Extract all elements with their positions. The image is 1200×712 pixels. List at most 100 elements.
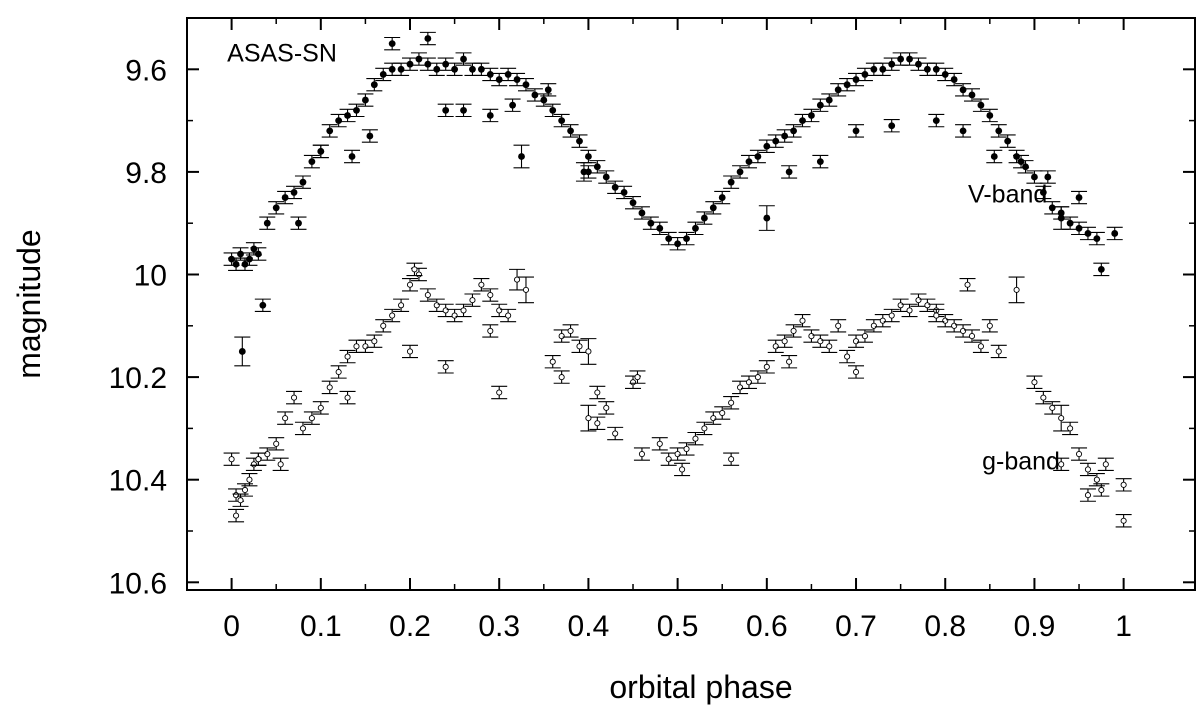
g-band-point xyxy=(679,466,686,473)
v-band-point xyxy=(366,132,374,140)
g-band-point xyxy=(897,302,904,309)
v-band-point xyxy=(549,106,557,114)
v-band-point xyxy=(785,168,793,176)
g-band-point xyxy=(835,322,842,329)
v-band-point xyxy=(531,91,539,99)
v-band-point xyxy=(362,96,369,104)
g-band-point xyxy=(772,343,779,350)
v-band-point xyxy=(424,35,432,42)
v-band-point xyxy=(897,55,905,63)
v-band-point xyxy=(442,60,450,68)
v-band-point xyxy=(353,106,360,114)
x-tick-label: 0.7 xyxy=(835,610,877,643)
g-band-point xyxy=(353,343,360,350)
g-band-point xyxy=(790,327,797,334)
g-band-point xyxy=(612,430,619,437)
g-band-point xyxy=(745,379,753,386)
v-band-point xyxy=(272,204,280,212)
v-band-point xyxy=(932,65,940,73)
x-tick-label: 0.6 xyxy=(746,610,788,643)
g-band-point xyxy=(241,486,249,494)
g-band-point xyxy=(701,425,708,432)
v-band-point xyxy=(745,158,753,166)
v-band-point xyxy=(1066,219,1074,227)
v-band-point xyxy=(941,71,949,78)
annotation-label: g-band xyxy=(982,447,1060,475)
g-band-point xyxy=(246,476,253,483)
v-band-point xyxy=(843,81,851,89)
g-band-point xyxy=(1031,379,1038,386)
axis-tick-labels: 0 0.1 0.2 0.3 0.4 0.5 0.6 0.7 0.8 0.9 1 9.6 9.8 10 10.… xyxy=(109,54,1132,643)
g-band-point xyxy=(549,358,556,365)
v-band-point xyxy=(504,71,512,78)
v-band-point xyxy=(1084,230,1092,237)
v-band-point xyxy=(567,127,574,135)
v-band-point xyxy=(602,173,610,181)
v-band-point xyxy=(469,65,476,73)
v-band-point xyxy=(433,65,441,73)
v-band-point xyxy=(1031,173,1038,181)
y-tick-label: 10.2 xyxy=(109,362,167,395)
g-band-point xyxy=(505,312,512,319)
v-band-point xyxy=(629,199,637,207)
g-band-point xyxy=(406,348,414,355)
v-band-point xyxy=(388,40,396,48)
v-band-point xyxy=(968,91,976,99)
g-band-point xyxy=(888,312,895,319)
annotation-label: V-band xyxy=(968,181,1047,209)
annotations: ASAS-SN V-band g-band xyxy=(227,40,1060,476)
v-band-point xyxy=(558,117,566,125)
v-band-point xyxy=(808,112,815,119)
v-band-point xyxy=(495,76,503,83)
v-band-point xyxy=(736,168,744,176)
g-band-point xyxy=(1040,394,1047,401)
v-band-point xyxy=(593,163,601,171)
g-band-point xyxy=(763,363,770,370)
g-band-point xyxy=(638,451,645,458)
v-band-point xyxy=(576,137,583,145)
g-band-point xyxy=(1093,476,1100,483)
g-band-point xyxy=(924,302,931,309)
v-band-point xyxy=(263,219,271,227)
v-band-point xyxy=(1044,173,1052,181)
g-band-point xyxy=(594,389,601,396)
v-band-point xyxy=(923,65,931,73)
g-band-point xyxy=(406,281,414,288)
g-band-point xyxy=(411,266,418,273)
x-tick-label: 0.8 xyxy=(924,610,966,643)
x-tick-label: 0.1 xyxy=(300,610,342,643)
y-tick-label: 10 xyxy=(134,260,167,293)
v-band-point xyxy=(915,60,922,68)
g-band-point xyxy=(1049,404,1056,411)
v-band-point xyxy=(683,235,690,242)
g-band-point xyxy=(594,420,601,427)
data-series xyxy=(223,31,1132,528)
g-band-point xyxy=(737,384,744,391)
v-band-point xyxy=(781,132,789,140)
g-band-point xyxy=(233,492,240,499)
v-band-point xyxy=(888,122,896,130)
axis-ticks xyxy=(187,18,1195,590)
v-band-point xyxy=(522,81,530,89)
g-band-point xyxy=(986,322,993,329)
g-band-point xyxy=(603,404,610,411)
g-band-point xyxy=(1058,415,1065,422)
v-band-point xyxy=(415,55,423,63)
v-band-point xyxy=(932,117,940,125)
x-tick-label: 0.4 xyxy=(568,610,610,643)
g-band-point xyxy=(585,348,592,355)
g-band-point xyxy=(817,338,824,345)
g-band-point xyxy=(786,358,793,365)
g-band-point xyxy=(861,333,868,340)
v-band-point xyxy=(799,117,806,125)
g-band-point xyxy=(576,343,583,350)
v-band-point xyxy=(370,81,378,89)
v-band-point xyxy=(959,86,967,94)
v-band-point xyxy=(442,106,450,114)
g-band-point xyxy=(264,451,271,458)
v-band-point xyxy=(718,194,726,201)
g-band-point xyxy=(942,317,949,324)
v-band-point xyxy=(585,168,592,176)
v-band-point xyxy=(700,214,708,222)
v-band-point xyxy=(246,255,253,263)
